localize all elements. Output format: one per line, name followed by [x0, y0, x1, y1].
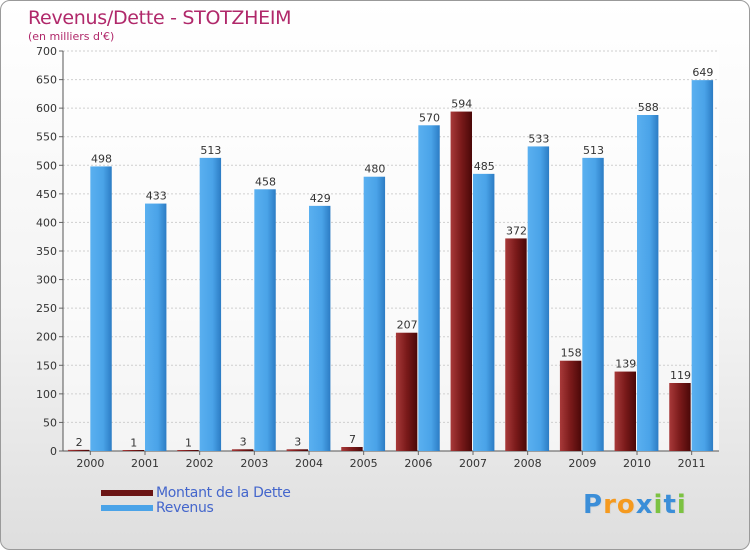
bar-revenue [363, 176, 386, 451]
x-tick-label: 2007 [459, 457, 487, 470]
data-label-revenue: 588 [638, 101, 659, 114]
legend-swatch-revenue [101, 505, 153, 511]
data-label-debt: 7 [349, 433, 356, 446]
bar-debt [614, 371, 636, 451]
y-tick-label: 650 [36, 74, 57, 87]
bar-debt [395, 332, 418, 451]
data-label-debt: 3 [240, 435, 247, 448]
data-label-debt: 3 [294, 435, 301, 448]
data-label-debt: 119 [670, 369, 691, 382]
data-label-debt: 372 [506, 224, 527, 237]
bar-debt [122, 450, 144, 451]
data-label-debt: 2 [76, 436, 83, 449]
logo-letter: i [676, 490, 687, 520]
data-label-debt: 158 [561, 347, 582, 360]
y-tick-label: 250 [36, 302, 57, 315]
x-tick-label: 2002 [186, 457, 214, 470]
data-label-debt: 207 [397, 319, 418, 332]
data-label-revenue: 458 [255, 175, 276, 188]
chart-subtitle: (en milliers d'€) [28, 30, 115, 43]
logo-letter: x [635, 490, 654, 520]
x-tick-label: 2011 [678, 457, 706, 470]
bar-debt [67, 449, 90, 451]
logo-letter: P [583, 490, 604, 520]
bar-debt [286, 449, 308, 451]
bar-revenue [145, 203, 167, 451]
legend-label-debt: Montant de la Dette [156, 485, 291, 501]
proxiti-logo: Proxiti [583, 490, 687, 520]
bar-revenue [691, 80, 714, 452]
bar-debt [177, 450, 199, 451]
data-label-revenue: 485 [474, 160, 495, 173]
chart-title: Revenus/Dette - STOTZHEIM [28, 7, 292, 29]
data-label-debt: 1 [185, 436, 192, 449]
logo-letter: r [603, 490, 617, 520]
bar-revenue [418, 125, 440, 452]
y-tick-label: 50 [43, 416, 57, 429]
bar-debt [559, 360, 582, 451]
bar-debt [341, 447, 363, 451]
x-tick-label: 2009 [568, 457, 596, 470]
x-tick-label: 2000 [76, 457, 104, 470]
data-label-revenue: 433 [146, 190, 167, 203]
bar-revenue [473, 173, 495, 451]
x-tick-label: 2004 [295, 457, 323, 470]
data-label-debt: 1 [130, 436, 137, 449]
bar-debt [231, 449, 254, 451]
logo-letter: o [616, 490, 636, 520]
y-tick-label: 450 [36, 188, 57, 201]
bar-revenue [309, 205, 331, 451]
y-tick-label: 0 [50, 445, 57, 458]
data-label-revenue: 533 [528, 132, 549, 145]
data-label-revenue: 570 [419, 111, 440, 124]
x-tick-label: 2005 [350, 457, 378, 470]
logo-letter: t [663, 490, 677, 520]
y-tick-label: 200 [36, 331, 57, 344]
data-label-revenue: 429 [310, 192, 331, 205]
y-tick-label: 150 [36, 359, 57, 372]
y-tick-label: 300 [36, 274, 57, 287]
bar-revenue [637, 115, 659, 451]
y-tick-label: 600 [36, 102, 57, 115]
data-label-debt: 594 [451, 98, 472, 111]
legend-label-revenue: Revenus [156, 500, 214, 516]
data-label-revenue: 498 [91, 152, 112, 165]
y-tick-label: 550 [36, 131, 57, 144]
y-tick-label: 400 [36, 216, 57, 229]
bar-revenue [199, 157, 222, 451]
x-tick-label: 2001 [131, 457, 159, 470]
data-label-revenue: 513 [200, 144, 221, 157]
y-tick-label: 350 [36, 245, 57, 258]
y-tick-label: 700 [36, 45, 57, 58]
data-label-revenue: 513 [583, 144, 604, 157]
x-tick-label: 2008 [514, 457, 542, 470]
data-label-revenue: 480 [364, 163, 385, 176]
bar-revenue [254, 189, 276, 452]
data-label-revenue: 649 [692, 66, 713, 79]
bar-revenue [90, 166, 112, 451]
bar-debt [505, 238, 527, 451]
y-tick-label: 100 [36, 388, 57, 401]
x-tick-label: 2003 [240, 457, 268, 470]
data-label-debt: 139 [615, 358, 636, 371]
bar-revenue [527, 146, 550, 451]
bar-debt [669, 383, 691, 451]
logo-letter: i [653, 490, 664, 520]
bar-revenue [582, 157, 604, 451]
legend-swatch-debt [101, 490, 153, 496]
y-tick-label: 500 [36, 159, 57, 172]
x-tick-label: 2006 [404, 457, 432, 470]
x-tick-label: 2010 [623, 457, 651, 470]
bar-debt [450, 111, 472, 452]
